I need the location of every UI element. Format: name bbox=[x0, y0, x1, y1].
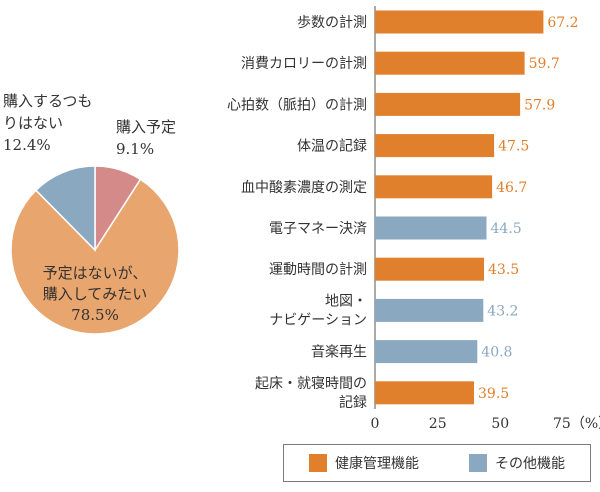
category-label: 音楽再生 bbox=[311, 344, 367, 361]
bar-value-label: 43.2 bbox=[487, 303, 518, 319]
category-label: 電子マネー決済 bbox=[269, 221, 367, 237]
bar bbox=[375, 381, 474, 405]
category-label: 血中酸素濃度の測定 bbox=[241, 180, 367, 196]
legend-label-health: 健康管理機能 bbox=[335, 456, 419, 472]
x-tick-label: 50 bbox=[491, 416, 509, 432]
pie-slice-want-to-buy bbox=[10, 178, 180, 335]
bar-value-label: 46.7 bbox=[496, 180, 527, 196]
category-label: 心拍数（脈拍）の計測 bbox=[227, 97, 367, 113]
bar-value-label: 39.5 bbox=[478, 386, 509, 402]
pie-label-want-to-buy: 予定はないが、購入してみたい 78.5% bbox=[43, 264, 148, 324]
bar bbox=[375, 257, 484, 281]
category-label: 歩数の計測 bbox=[297, 15, 367, 31]
legend-label-other: その他機能 bbox=[495, 456, 565, 472]
category-label: 起床・就寝時間の記録 bbox=[255, 375, 367, 411]
x-tick-label: 25 bbox=[429, 416, 447, 432]
bar bbox=[375, 175, 493, 199]
pie-label-planned: 購入予定 9.1% bbox=[116, 118, 176, 158]
legend-swatch-other bbox=[469, 454, 487, 472]
bar-value-label: 57.9 bbox=[524, 97, 555, 113]
legend-item-other: その他機能 bbox=[469, 453, 565, 473]
bar-value-label: 40.8 bbox=[481, 345, 512, 361]
bar-value-label: 59.7 bbox=[529, 56, 560, 72]
x-tick-label: 75（%） bbox=[553, 416, 600, 432]
category-label: 運動時間の計測 bbox=[269, 262, 367, 278]
bar-value-label: 47.5 bbox=[498, 139, 529, 155]
bar-value-label: 44.5 bbox=[491, 221, 522, 237]
category-label: 消費カロリーの計測 bbox=[241, 56, 367, 72]
bar bbox=[375, 340, 478, 364]
bar-value-label: 67.2 bbox=[547, 15, 578, 31]
bar bbox=[375, 10, 544, 34]
pie-label-no-plan: 購入するつもりはない 12.4% bbox=[3, 92, 92, 154]
bar bbox=[375, 51, 525, 75]
bar-value-label: 43.5 bbox=[488, 262, 519, 278]
legend-swatch-health bbox=[309, 454, 327, 472]
pie-chart: 購入予定 9.1% 予定はないが、購入してみたい 78.5% 購入するつもりはない 12.… bbox=[3, 92, 180, 335]
bar bbox=[375, 134, 495, 158]
bar-chart: 67.2 歩数の計測 59.7 消費カロリーの計測 57.9 心拍数（脈拍）の計測 47.5… bbox=[227, 6, 600, 432]
pie-slice-no-plan bbox=[34, 165, 96, 252]
x-tick-label: 0 bbox=[371, 416, 380, 432]
bar bbox=[375, 92, 521, 116]
legend-item-health: 健康管理機能 bbox=[309, 453, 419, 473]
bar bbox=[375, 298, 484, 322]
category-label: 体温の記録 bbox=[297, 138, 367, 155]
category-label: 地図・ナビゲーション bbox=[269, 293, 367, 328]
legend: 健康管理機能 その他機能 bbox=[283, 444, 591, 482]
bar bbox=[375, 216, 487, 240]
